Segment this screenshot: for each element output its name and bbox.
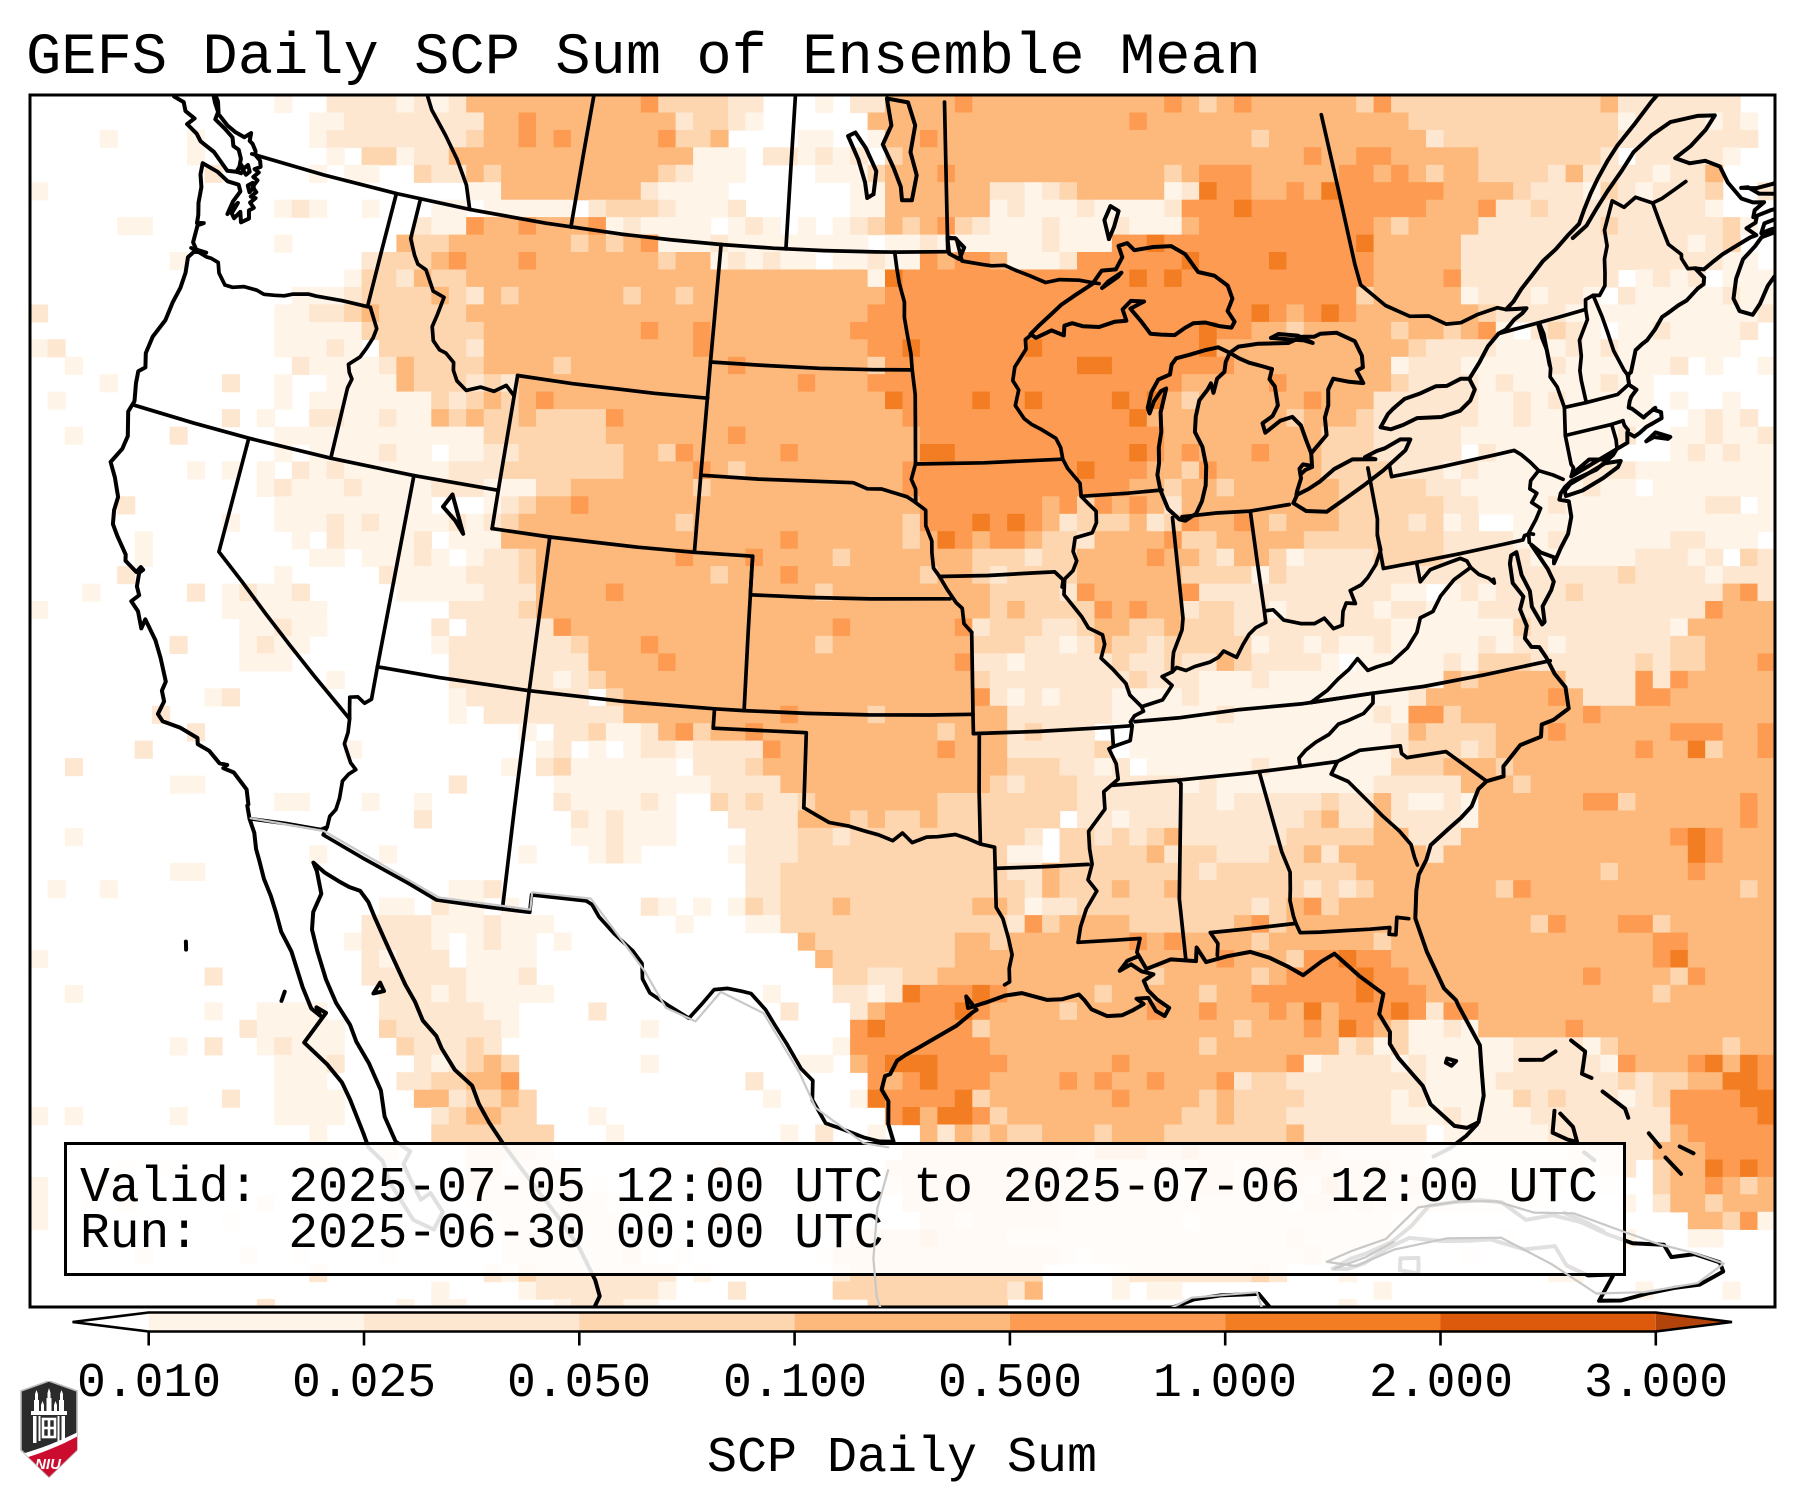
svg-text:NIU: NIU: [35, 1456, 62, 1473]
